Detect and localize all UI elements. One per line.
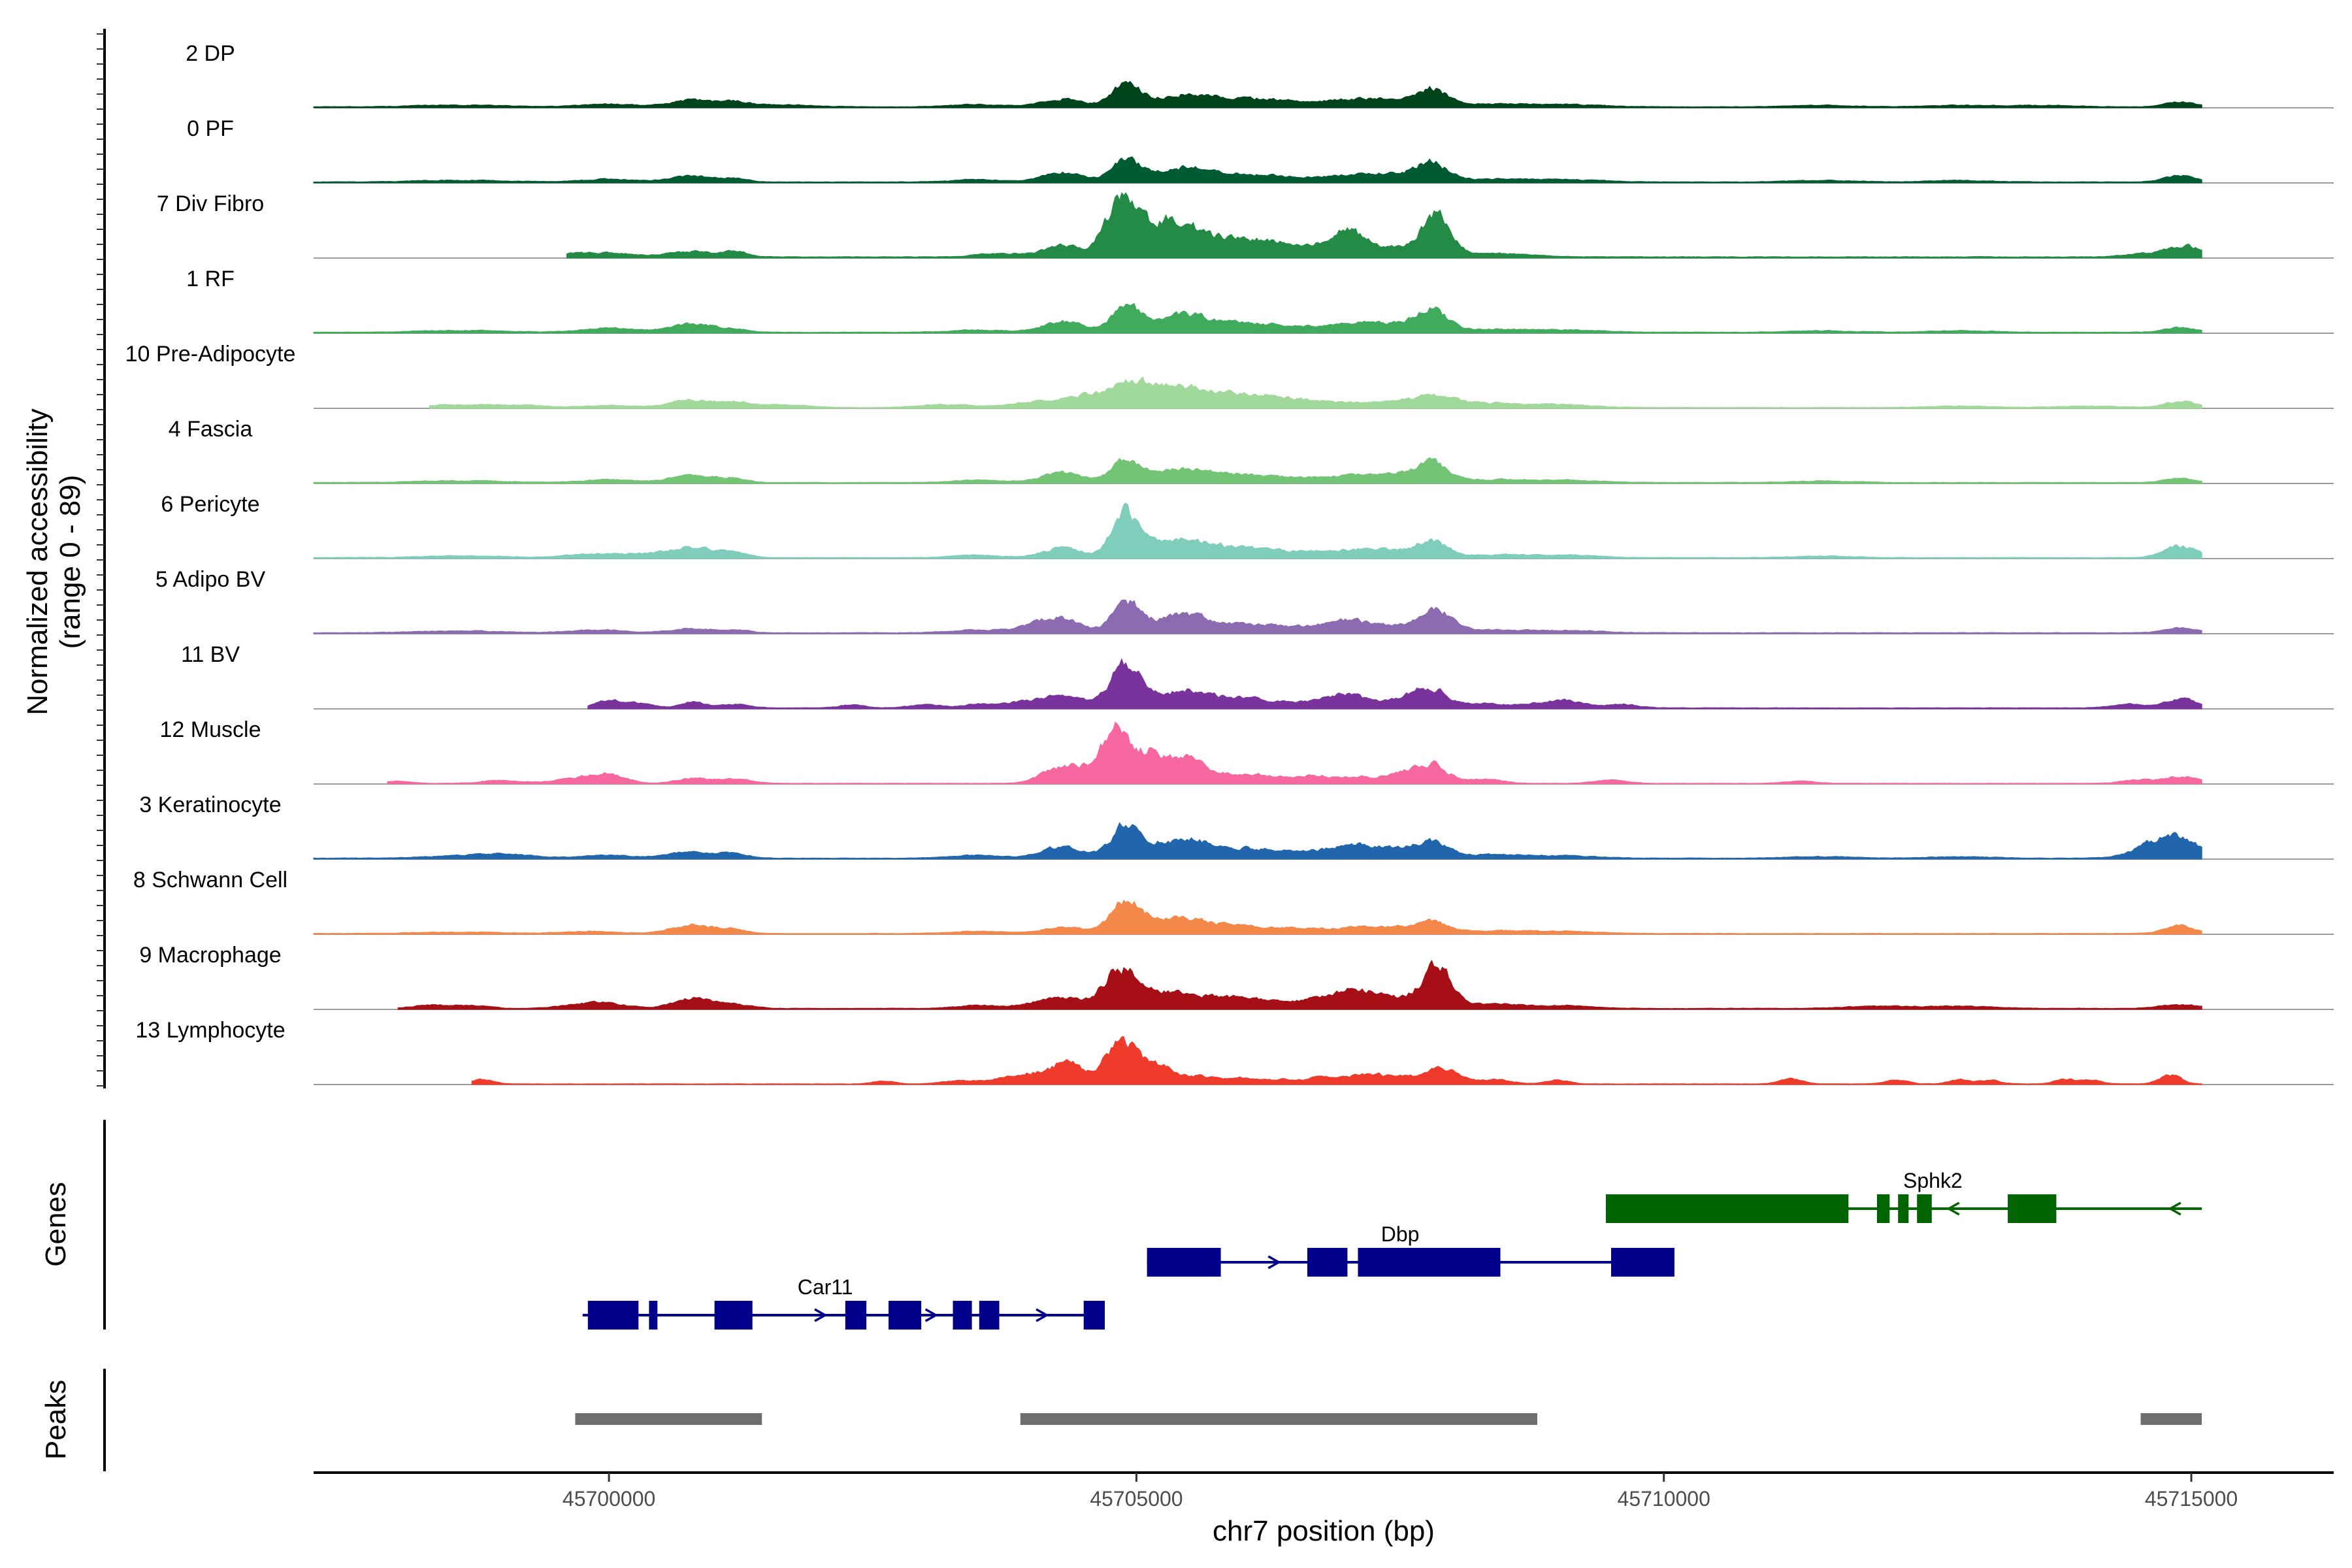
track-label: 7 Div Fibro xyxy=(157,191,264,216)
coverage-area xyxy=(313,502,2202,559)
coverage-area xyxy=(313,302,2202,334)
strand-arrow xyxy=(924,1308,939,1322)
track-12: 8 Schwann Cell xyxy=(133,868,2334,935)
gene-name-label: Dbp xyxy=(1381,1222,1420,1246)
track-1: 2 DP xyxy=(186,41,2334,108)
track-label: 10 Pre-Adipocyte xyxy=(125,342,296,367)
coverage-area xyxy=(313,457,2202,484)
track-label: 8 Schwann Cell xyxy=(133,868,287,892)
strand-arrow xyxy=(814,1308,828,1322)
track-14: 13 Lymphocyte xyxy=(135,1018,2334,1085)
gene-exon xyxy=(2008,1194,2057,1223)
gene-exon xyxy=(1898,1194,1909,1223)
gene-exon xyxy=(979,1301,1000,1330)
gene-exon xyxy=(587,1301,639,1330)
x-axis: 45700000 45705000 45710000 45715000 xyxy=(314,1471,2334,1511)
gene-exon xyxy=(1876,1194,1890,1223)
track-9: 11 BV xyxy=(181,642,2334,710)
track-2: 0 PF xyxy=(187,116,2334,184)
gene-exon xyxy=(714,1301,753,1330)
track-7: 6 Pericyte xyxy=(161,492,2334,559)
strand-arrow xyxy=(1946,1201,1960,1216)
coverage-area xyxy=(313,599,2202,634)
y-axis-title-line-1: Normalized accessibility xyxy=(22,408,54,715)
track-label: 0 PF xyxy=(187,116,234,141)
gene-sphk2: Sphk2 xyxy=(1605,1169,2202,1223)
track-label: 9 Macrophage xyxy=(139,943,281,968)
gene-dbp: Dbp xyxy=(1147,1222,1674,1277)
track-4: 1 RF xyxy=(186,267,2334,334)
coverage-area xyxy=(587,658,2202,710)
gene-name-label: Car11 xyxy=(798,1275,853,1299)
gene-exon xyxy=(1611,1248,1674,1277)
gene-exon xyxy=(1147,1248,1221,1277)
peak-regions xyxy=(575,1413,2202,1425)
track-label: 4 Fascia xyxy=(169,417,253,442)
track-13: 9 Macrophage xyxy=(139,943,2334,1010)
strand-arrow xyxy=(1267,1255,1281,1269)
gene-exon xyxy=(845,1301,867,1330)
coverage-area xyxy=(397,959,2202,1010)
track-11: 3 Keratinocyte xyxy=(139,792,2334,860)
track-label: 3 Keratinocyte xyxy=(139,792,281,817)
x-tick-label: 45715000 xyxy=(2145,1487,2238,1511)
x-tick-label: 45710000 xyxy=(1618,1487,1710,1511)
peaks-panel: Peaks xyxy=(40,1369,2202,1471)
track-6: 4 Fascia xyxy=(169,417,2334,484)
track-label: 12 Muscle xyxy=(160,717,261,742)
track-label: 13 Lymphocyte xyxy=(135,1018,285,1043)
gene-exon xyxy=(1917,1194,1932,1223)
y-axis-title-line-2: (range 0 - 89) xyxy=(54,475,86,649)
coverage-area xyxy=(313,156,2202,184)
gene-name-label: Sphk2 xyxy=(1903,1169,1963,1192)
track-label: 6 Pericyte xyxy=(161,492,259,517)
coverage-area xyxy=(313,822,2202,860)
coverage-tracks: 2 DP 0 PF 7 Div Fibro 1 RF 10 Pre-Adipocyte 4… xyxy=(125,41,2334,1085)
x-tick-label: 45705000 xyxy=(1090,1487,1183,1511)
coverage-area xyxy=(313,900,2202,935)
peak-region xyxy=(2140,1413,2202,1425)
coverage-area xyxy=(313,80,2202,108)
peaks-panel-title: Peaks xyxy=(40,1380,72,1460)
y-axis xyxy=(97,29,106,1088)
track-label: 11 BV xyxy=(181,642,240,667)
coverage-area xyxy=(566,192,2202,259)
track-label: 5 Adipo BV xyxy=(155,567,266,592)
gene-exon xyxy=(953,1301,972,1330)
gene-exon xyxy=(889,1301,922,1330)
gene-exon xyxy=(649,1301,658,1330)
genes-panel: Genes Car11 Dbp Sphk2 xyxy=(40,1120,2202,1330)
peak-region xyxy=(575,1413,762,1425)
genes-panel-title: Genes xyxy=(40,1182,72,1267)
x-tick-label: 45700000 xyxy=(563,1487,655,1511)
x-axis-title: chr7 position (bp) xyxy=(1213,1515,1435,1547)
track-label: 2 DP xyxy=(186,41,235,66)
gene-car11: Car11 xyxy=(582,1275,1105,1330)
peak-region xyxy=(1020,1413,1537,1425)
track-8: 5 Adipo BV xyxy=(155,567,2334,634)
coverage-area xyxy=(471,1036,2202,1085)
gene-exon xyxy=(1083,1301,1105,1330)
coverage-area xyxy=(387,721,2202,785)
gene-exon xyxy=(1307,1248,1348,1277)
strand-arrow xyxy=(2168,1201,2181,1216)
gene-models: Car11 Dbp Sphk2 xyxy=(582,1169,2202,1330)
track-3: 7 Div Fibro xyxy=(157,191,2334,259)
coverage-area xyxy=(429,376,2202,409)
gene-exon xyxy=(1605,1194,1849,1223)
strand-arrow xyxy=(1036,1308,1049,1322)
gene-exon xyxy=(1358,1248,1501,1277)
track-10: 12 Muscle xyxy=(160,717,2334,785)
track-5: 10 Pre-Adipocyte xyxy=(125,342,2334,409)
track-label: 1 RF xyxy=(186,267,235,291)
